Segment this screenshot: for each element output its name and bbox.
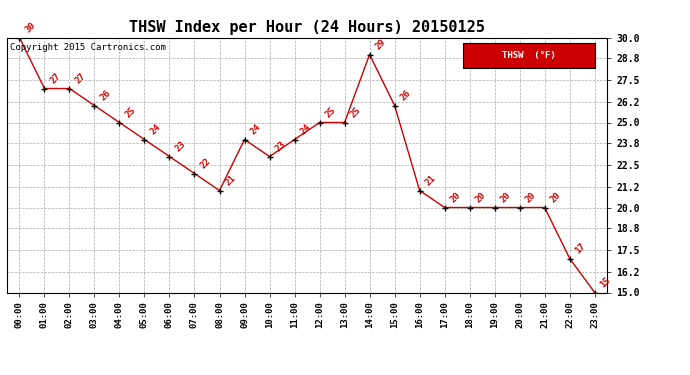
Text: 24: 24 <box>298 122 313 136</box>
Text: 26: 26 <box>398 88 413 102</box>
Text: 21: 21 <box>424 173 437 187</box>
Text: 27: 27 <box>73 71 87 85</box>
Text: 25: 25 <box>324 105 337 119</box>
Text: 17: 17 <box>573 241 587 255</box>
Text: 20: 20 <box>498 190 513 204</box>
Text: 20: 20 <box>448 190 462 204</box>
Text: 29: 29 <box>373 37 387 51</box>
Text: THSW  (°F): THSW (°F) <box>502 51 556 60</box>
Text: 22: 22 <box>198 156 213 170</box>
Text: 26: 26 <box>98 88 112 102</box>
Text: 23: 23 <box>273 139 287 153</box>
FancyBboxPatch shape <box>463 43 595 68</box>
Text: 27: 27 <box>48 71 62 85</box>
Text: 21: 21 <box>224 173 237 187</box>
Title: THSW Index per Hour (24 Hours) 20150125: THSW Index per Hour (24 Hours) 20150125 <box>129 20 485 35</box>
Text: 25: 25 <box>348 105 362 119</box>
Text: Copyright 2015 Cartronics.com: Copyright 2015 Cartronics.com <box>10 43 166 52</box>
Text: 20: 20 <box>473 190 487 204</box>
Text: 24: 24 <box>148 122 162 136</box>
Text: 24: 24 <box>248 122 262 136</box>
Text: 23: 23 <box>173 139 187 153</box>
Text: 30: 30 <box>23 20 37 34</box>
Text: 20: 20 <box>549 190 562 204</box>
Text: 15: 15 <box>598 275 613 289</box>
Text: 25: 25 <box>124 105 137 119</box>
Text: 20: 20 <box>524 190 538 204</box>
